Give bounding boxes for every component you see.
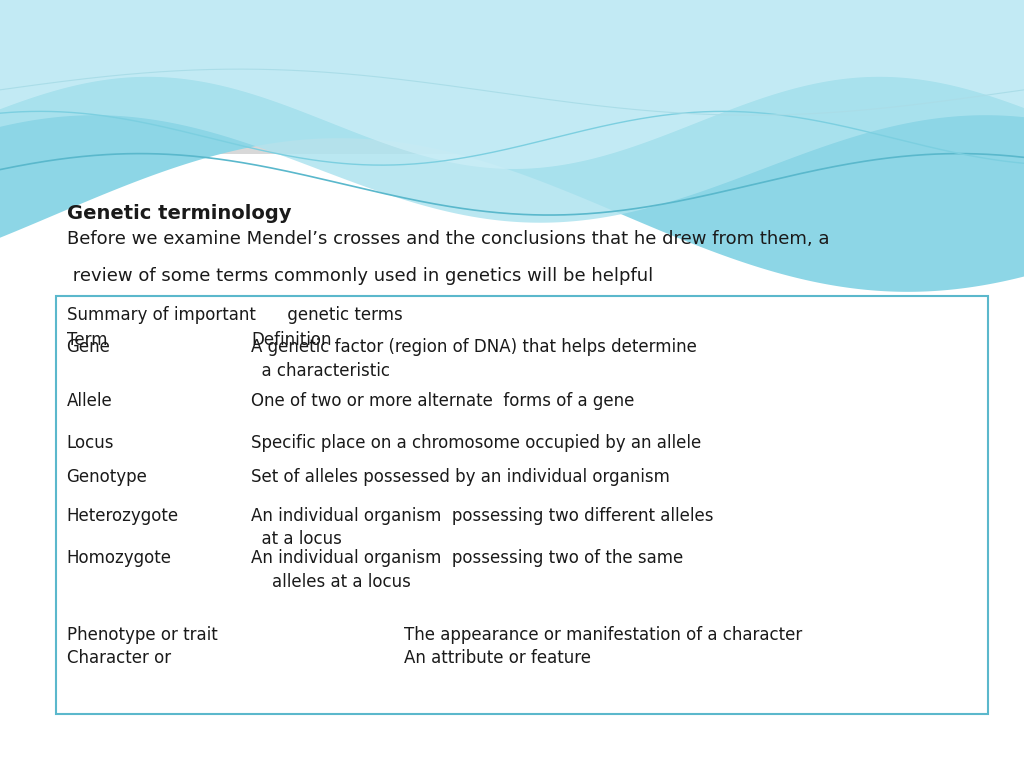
Text: Term: Term [67, 331, 108, 349]
Text: Specific place on a chromosome occupied by an allele: Specific place on a chromosome occupied … [251, 434, 701, 452]
Text: Allele: Allele [67, 392, 113, 409]
Text: One of two or more alternate  forms of a gene: One of two or more alternate forms of a … [251, 392, 634, 409]
Text: Gene: Gene [67, 338, 111, 356]
Text: Before we examine Mendel’s crosses and the conclusions that he drew from them, a: Before we examine Mendel’s crosses and t… [67, 230, 829, 248]
FancyBboxPatch shape [56, 296, 988, 714]
Text: A genetic factor (region of DNA) that helps determine
  a characteristic: A genetic factor (region of DNA) that he… [251, 338, 696, 379]
Text: Definition: Definition [251, 331, 332, 349]
Text: The appearance or manifestation of a character: The appearance or manifestation of a cha… [404, 626, 803, 644]
Text: An attribute or feature: An attribute or feature [404, 649, 592, 667]
Text: Character or: Character or [67, 649, 171, 667]
Bar [0, 154, 1024, 768]
Text: Set of alleles possessed by an individual organism: Set of alleles possessed by an individua… [251, 468, 670, 486]
Text: Genetic terminology: Genetic terminology [67, 204, 291, 223]
Polygon shape [0, 0, 1024, 223]
Text: Heterozygote: Heterozygote [67, 507, 178, 525]
Text: Genotype: Genotype [67, 468, 147, 486]
Text: An individual organism  possessing two of the same
    alleles at a locus: An individual organism possessing two of… [251, 549, 683, 591]
Text: review of some terms commonly used in genetics will be helpful: review of some terms commonly used in ge… [67, 267, 653, 285]
Polygon shape [0, 0, 1024, 292]
Text: Summary of important      genetic terms: Summary of important genetic terms [67, 306, 402, 323]
Text: An individual organism  possessing two different alleles
  at a locus: An individual organism possessing two di… [251, 507, 714, 548]
Text: Locus: Locus [67, 434, 114, 452]
Text: Phenotype or trait: Phenotype or trait [67, 626, 217, 644]
Text: Homozygote: Homozygote [67, 549, 172, 567]
Polygon shape [0, 0, 1024, 169]
